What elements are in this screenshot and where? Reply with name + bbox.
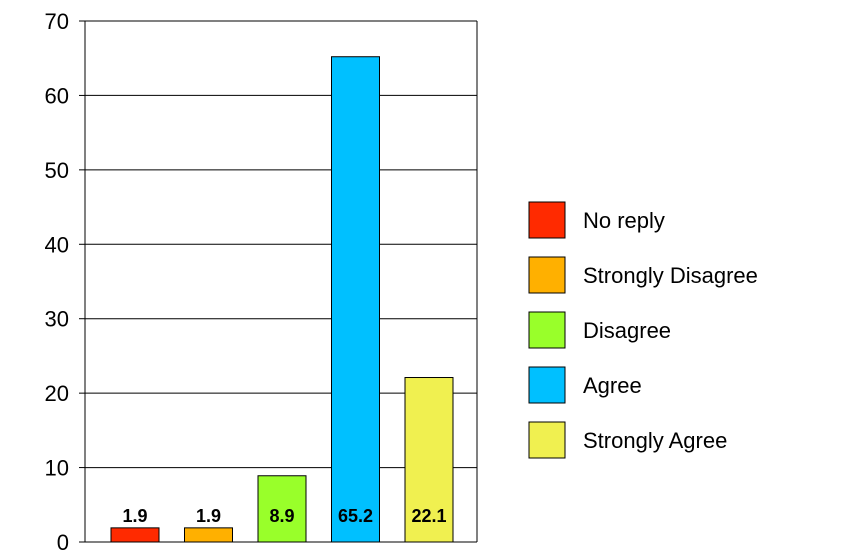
bar-strongly-disagree [184, 527, 233, 543]
data-label: 1.9 [196, 506, 221, 526]
legend-label: No reply [583, 208, 665, 233]
data-label: 1.9 [122, 506, 147, 526]
y-tick-label: 10 [45, 456, 69, 481]
bar-no-reply [110, 527, 160, 543]
y-tick-label: 30 [45, 307, 69, 332]
y-tick-label: 0 [57, 530, 69, 555]
legend-swatch [528, 421, 566, 459]
y-tick-label: 50 [45, 158, 69, 183]
data-label: 65.2 [338, 506, 373, 526]
legend-label: Agree [583, 373, 642, 398]
data-label: 22.1 [411, 506, 446, 526]
legend-label: Disagree [583, 318, 671, 343]
bar-strongly-agree [404, 377, 454, 543]
y-tick-label: 70 [45, 9, 69, 34]
data-label: 8.9 [269, 506, 294, 526]
y-tick-label: 20 [45, 381, 69, 406]
legend-label: Strongly Agree [583, 428, 727, 453]
legend-swatch [528, 201, 566, 239]
legend: No reply Strongly Disagree Disagree Agree St… [528, 201, 758, 459]
legend-swatch [528, 311, 566, 349]
legend-label: Strongly Disagree [583, 263, 758, 288]
bar-disagree [257, 475, 307, 543]
y-tick-labels: 0 10 20 30 40 50 60 70 [45, 9, 69, 555]
y-tick-label: 40 [45, 232, 69, 257]
legend-swatch [528, 366, 566, 404]
bar-agree [331, 56, 380, 543]
bars [110, 56, 454, 543]
gridlines [85, 20, 477, 469]
data-labels: 1.9 1.9 8.9 65.2 22.1 [122, 506, 446, 526]
legend-swatch [528, 256, 566, 294]
y-tick-label: 60 [45, 83, 69, 108]
